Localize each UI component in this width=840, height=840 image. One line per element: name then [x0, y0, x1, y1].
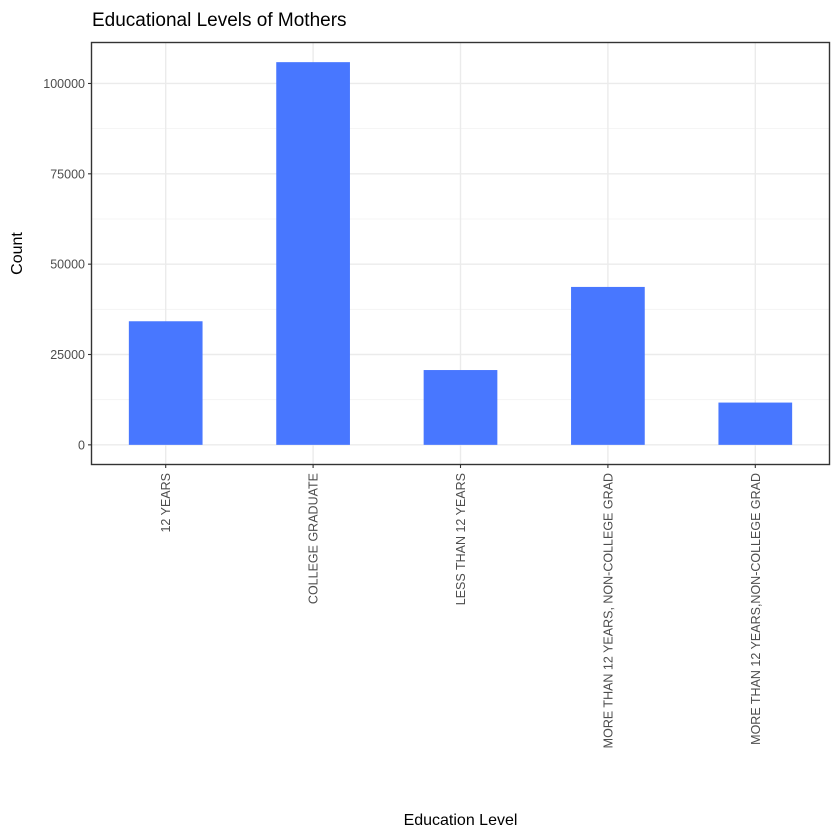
x-tick-label: 12 YEARS — [159, 473, 173, 533]
bars — [128, 62, 793, 445]
y-axis-title: Count — [9, 232, 26, 275]
y-tick-label: 50000 — [50, 258, 85, 272]
bar — [423, 370, 498, 445]
y-tick-label: 100000 — [43, 77, 85, 91]
y-tick-label: 0 — [78, 438, 85, 452]
x-axis-title: Education Level — [404, 812, 518, 829]
bar — [276, 62, 350, 445]
y-axis-ticks: 0 25000 50000 75000 100000 — [43, 77, 92, 452]
y-tick-label: 25000 — [50, 348, 85, 362]
x-tick-label: MORE THAN 12 YEARS, NON-COLLEGE GRAD — [601, 473, 615, 748]
x-tick-label: COLLEGE GRADUATE — [307, 473, 321, 604]
x-tick-label: MORE THAN 12 YEARS,NON-COLLEGE GRAD — [749, 473, 763, 745]
x-tick-label: LESS THAN 12 YEARS — [454, 473, 468, 605]
x-axis-ticks: 12 YEARS COLLEGE GRADUATE LESS THAN 12 YEA… — [159, 464, 763, 748]
bar — [718, 402, 793, 445]
bar — [571, 286, 645, 445]
bar — [128, 321, 203, 445]
chart-title: Educational Levels of Mothers — [92, 10, 347, 31]
y-tick-label: 75000 — [50, 167, 85, 181]
